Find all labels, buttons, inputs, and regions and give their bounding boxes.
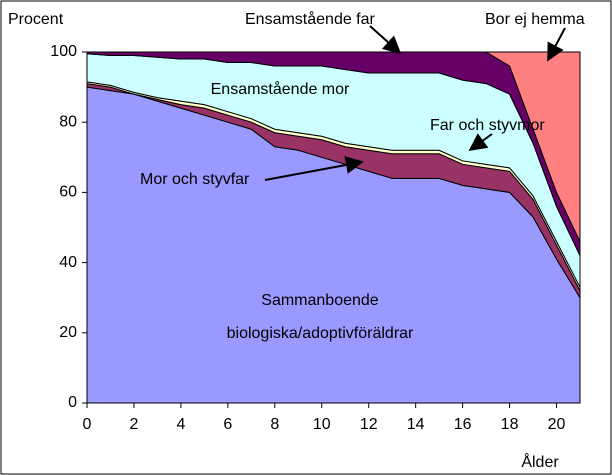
x-tick-label: 8: [270, 416, 279, 433]
x-tick-label: 18: [501, 416, 519, 433]
arrow: [547, 27, 566, 62]
y-tick-label: 40: [59, 254, 77, 271]
arrow: [369, 25, 402, 55]
annotation: Mor och styvfar: [140, 171, 250, 188]
y-axis-label: Procent: [8, 11, 64, 28]
annotation: Far och styvmor: [430, 117, 545, 134]
x-tick-label: 0: [83, 416, 92, 433]
x-tick-label: 10: [313, 416, 331, 433]
x-tick-label: 6: [223, 416, 232, 433]
x-tick-label: 16: [454, 416, 472, 433]
y-tick-label: 100: [50, 43, 77, 60]
annotation: Sammanboende biologiska/adoptivföräldrar: [226, 292, 414, 342]
arrow: [468, 133, 493, 152]
y-tick-label: 60: [59, 184, 77, 201]
x-axis-label: Ålder: [521, 452, 559, 471]
annotation: Bor ej hemma: [485, 11, 585, 28]
y-tick-label: 80: [59, 113, 77, 130]
x-tick-label: 4: [176, 416, 185, 433]
x-tick-label: 14: [407, 416, 425, 433]
x-tick-label: 2: [129, 416, 138, 433]
arrow: [264, 156, 364, 181]
x-tick-label: 12: [360, 416, 378, 433]
x-tick-label: 20: [548, 416, 566, 433]
annotation: Ensamstående mor: [211, 80, 350, 98]
annotation: Ensamstående far: [245, 10, 376, 28]
y-tick-label: 0: [68, 394, 77, 411]
area: [87, 51, 581, 242]
y-tick-label: 20: [59, 324, 77, 341]
